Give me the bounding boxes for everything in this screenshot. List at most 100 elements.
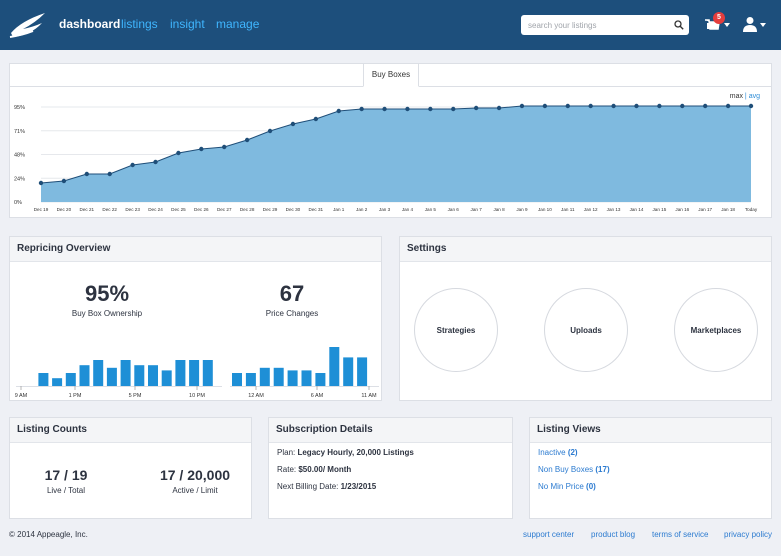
x-tick-label: Jan 4 [402, 207, 414, 212]
nav-manage[interactable]: manage [216, 17, 260, 31]
search-input[interactable] [521, 15, 669, 35]
panel-header: Subscription Details [269, 418, 512, 443]
panel-title: Listing Views [537, 424, 601, 435]
search-box [521, 15, 689, 35]
x-tick-label: Jan 13 [607, 207, 621, 212]
view-label: No Min Price [538, 482, 584, 491]
view-count: (2) [567, 448, 578, 457]
bar [79, 365, 90, 386]
y-tick-label: 24% [14, 176, 25, 182]
bar [148, 365, 158, 386]
tab-buy-boxes[interactable]: Buy Boxes [363, 63, 419, 87]
footer-support-center-link[interactable]: support center [523, 530, 575, 539]
data-point [61, 178, 67, 184]
search-icon[interactable] [674, 20, 684, 30]
subscription-details-panel: Subscription Details Plan: Legacy Hourly… [268, 417, 513, 519]
view-label: Inactive [538, 448, 566, 457]
x-tick-label: Jan 8 [493, 207, 505, 212]
panel-title: Repricing Overview [17, 243, 111, 254]
data-point [38, 180, 44, 186]
toggle-avg[interactable]: avg [748, 93, 760, 100]
view-no-min-price-link[interactable]: No Min Price (0) [538, 482, 596, 491]
tick-label: 1 PM [69, 393, 82, 399]
data-point [382, 106, 387, 112]
nav-listings[interactable]: listings [121, 17, 158, 31]
bar [245, 373, 256, 386]
appeagle-logo-icon[interactable] [9, 11, 47, 39]
x-tick-label: Jan 15 [652, 207, 666, 212]
active-limit-label: Active / Limit [172, 486, 218, 495]
bar [357, 357, 368, 386]
x-tick-label: Jan 18 [721, 207, 735, 212]
data-point [290, 121, 296, 127]
data-point [496, 105, 502, 111]
copyright-text: © 2014 Appeagle, Inc. [9, 530, 88, 539]
x-tick-label: Dec 29 [263, 207, 278, 212]
plan-label: Plan: [277, 448, 296, 457]
x-tick-label: Today [745, 207, 758, 212]
x-tick-label: Dec 19 [34, 207, 49, 212]
data-point [680, 103, 685, 109]
footer-terms-link[interactable]: terms of service [652, 530, 709, 539]
x-tick-label: Dec 22 [102, 207, 117, 212]
bar [65, 373, 76, 386]
tick-label: 6 AM [311, 393, 324, 399]
tick-label: 12 AM [248, 393, 264, 399]
repricing-overview-panel: Repricing Overview 95% Buy Box Ownership… [9, 236, 382, 401]
footer-product-blog-link[interactable]: product blog [591, 530, 636, 539]
panel-header: Listing Counts [10, 418, 251, 443]
toggle-max[interactable]: max [729, 93, 743, 100]
notification-badge: 5 [713, 12, 725, 24]
x-tick-label: Jan 17 [698, 207, 712, 212]
buy-boxes-panel: Buy Boxes max | avg 0% 24% 48% 71% 95% Dec 19… [9, 63, 772, 218]
nav-dashboard[interactable]: dashboard [59, 17, 121, 31]
data-point [542, 103, 548, 109]
data-point [588, 103, 593, 109]
repricing-activity-chart: 9 AM 1 PM 5 PM 10 PM 12 AM 6 AM 11 AM [15, 347, 379, 399]
tick-label: 10 PM [189, 393, 205, 399]
bar [329, 347, 340, 386]
view-count: (17) [595, 465, 610, 474]
data-point [565, 103, 570, 109]
rate-label: Rate: [277, 465, 297, 474]
y-tick-label: 0% [14, 200, 22, 206]
x-tick-label: Dec 26 [194, 207, 209, 212]
billing-label: Next Billing Date: [277, 482, 339, 491]
buy-boxes-chart: 0% 24% 48% 71% 95% Dec 19 Dec 20 Dec 21 Dec 22 De… [14, 103, 758, 212]
x-tick-label: Jan 3 [379, 207, 391, 212]
data-point [702, 103, 708, 109]
x-tick-label: Jan 5 [425, 207, 437, 212]
footer-privacy-link[interactable]: privacy policy [724, 530, 773, 539]
bar [273, 367, 284, 386]
bar [189, 360, 200, 386]
data-point [473, 105, 479, 111]
tick-label: 9 AM [15, 393, 28, 399]
x-tick-label: Jan 10 [538, 207, 552, 212]
marketplaces-button[interactable]: Marketplaces [674, 288, 758, 372]
user-avatar-icon[interactable] [743, 16, 757, 32]
series-line [40, 105, 751, 184]
tick-label: 5 PM [129, 393, 142, 399]
x-tick-label: Jan 6 [448, 207, 460, 212]
toggle-separator: | [744, 93, 747, 100]
bar [52, 378, 63, 386]
chevron-down-icon[interactable] [760, 23, 766, 27]
x-tick-label: Dec 25 [171, 207, 186, 212]
x-tick-label: Dec 28 [240, 207, 255, 212]
active-limit-value: 17 / 20,000 [159, 467, 231, 483]
bar [120, 360, 131, 386]
panel-header: Repricing Overview [10, 237, 381, 262]
bar [106, 367, 117, 386]
view-inactive-link[interactable]: Inactive (2) [538, 448, 578, 457]
nav-insight[interactable]: insight [170, 17, 205, 31]
view-non-buy-boxes-link[interactable]: Non Buy Boxes (17) [538, 465, 610, 474]
y-tick-label: 71% [14, 129, 25, 135]
strategies-button[interactable]: Strategies [414, 288, 498, 372]
data-point [748, 103, 754, 109]
x-tick-label: Dec 20 [57, 207, 72, 212]
x-tick-label: Dec 27 [217, 207, 232, 212]
uploads-button[interactable]: Uploads [544, 288, 628, 372]
chevron-down-icon[interactable] [724, 23, 730, 27]
panel-header: Listing Views [530, 418, 771, 443]
x-tick-label: Jan 1 [333, 207, 345, 212]
